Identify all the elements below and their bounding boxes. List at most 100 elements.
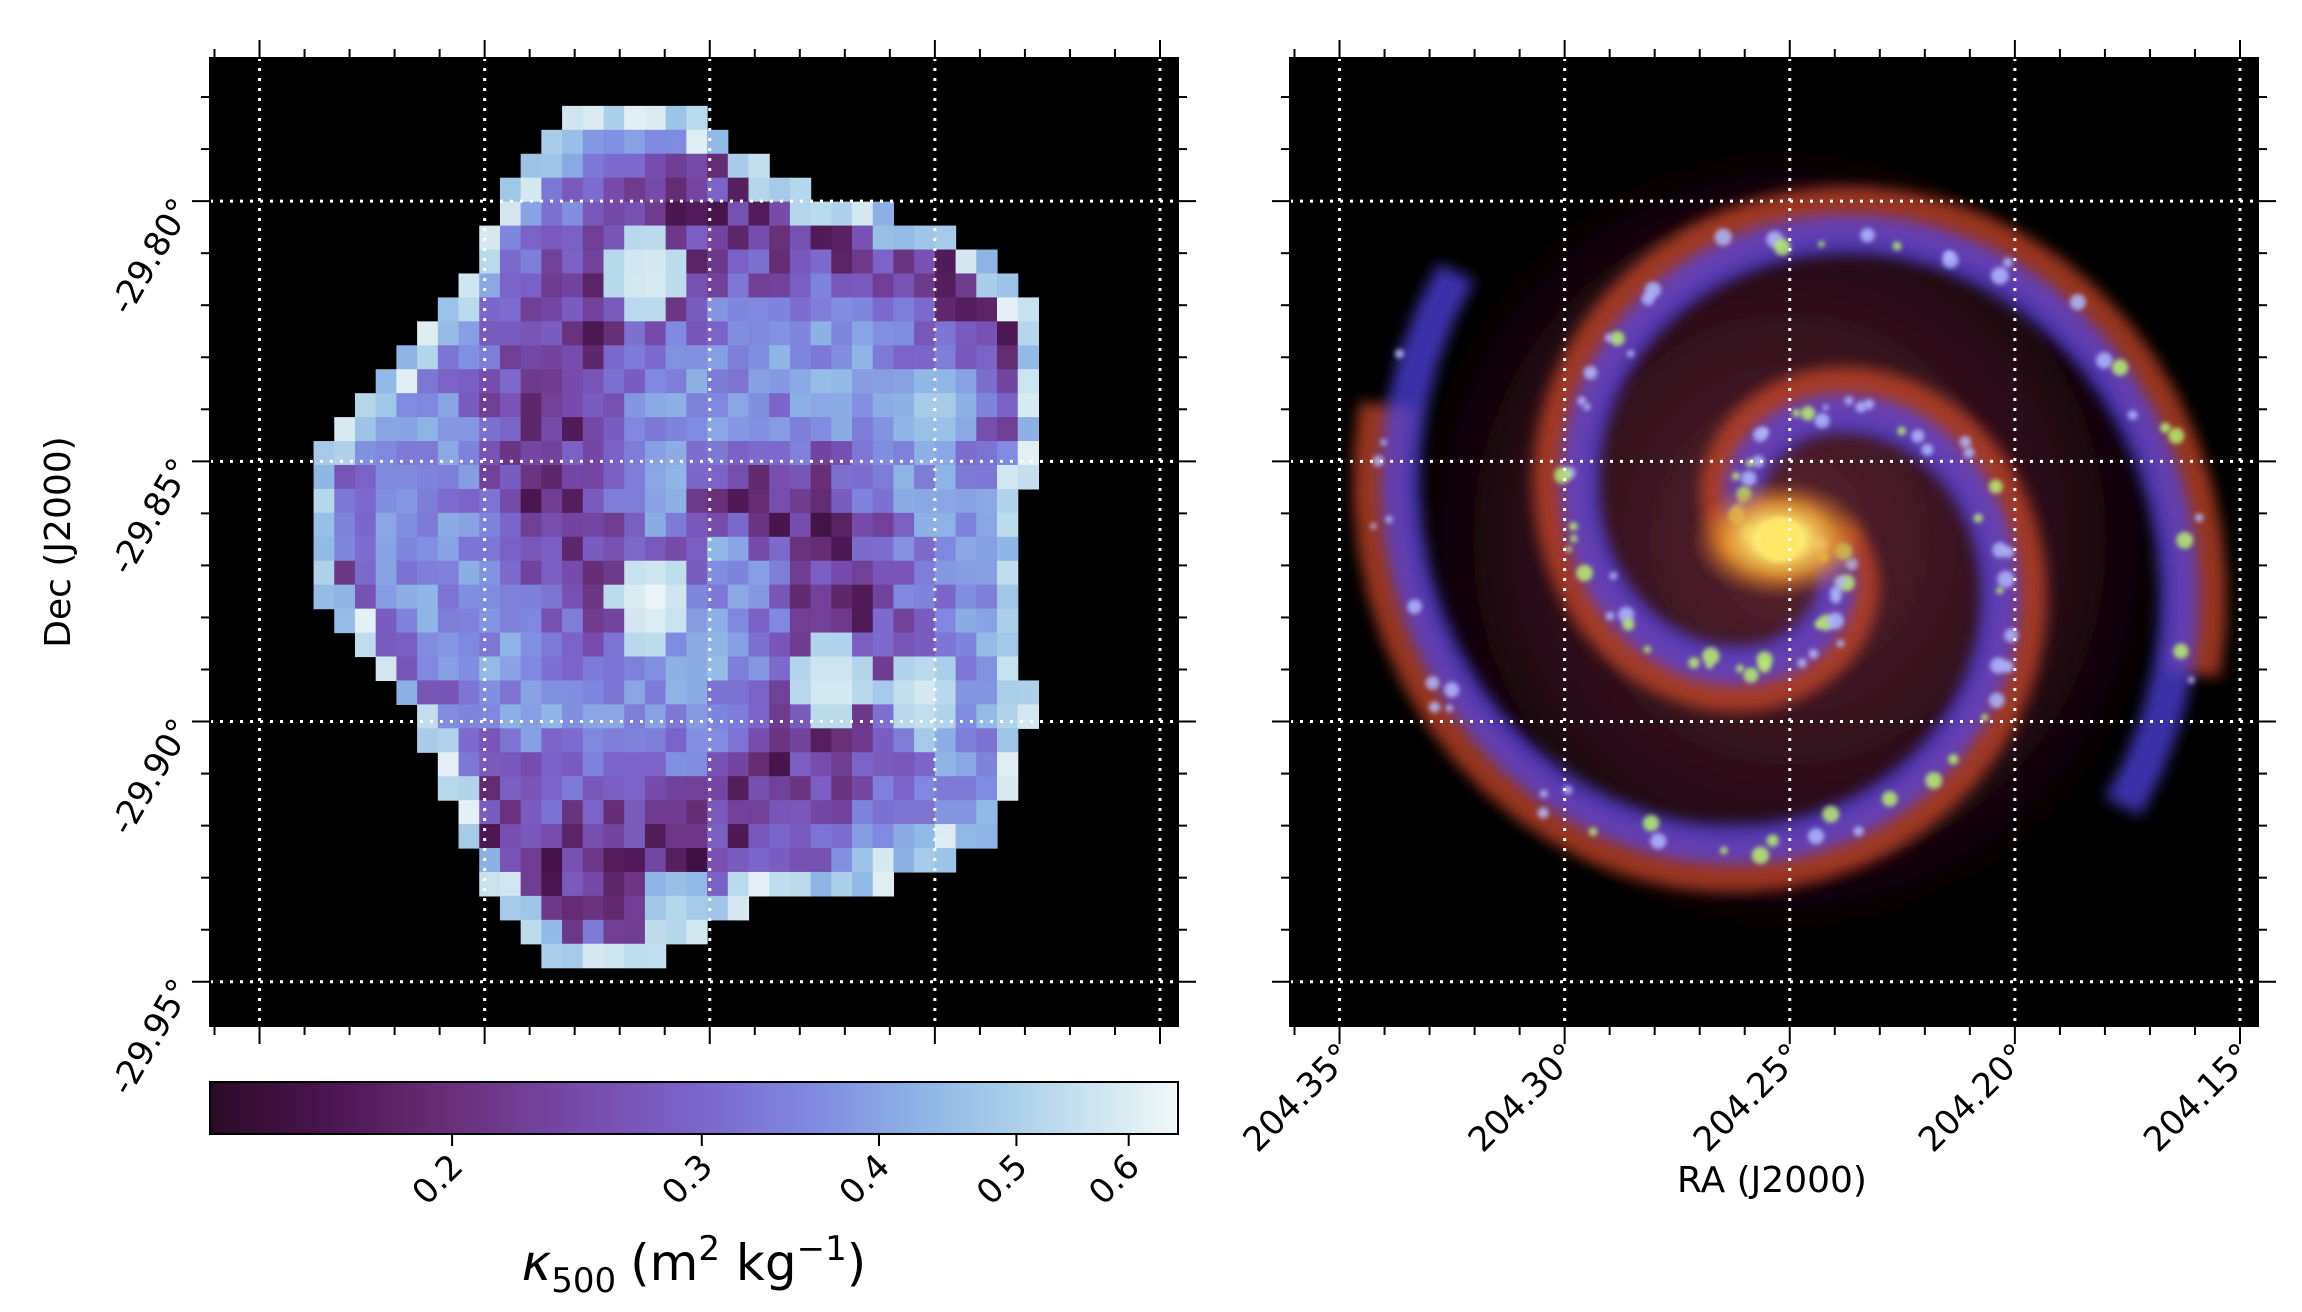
hii-region: [1988, 479, 2003, 494]
kappa-pixel: [520, 680, 542, 705]
kappa-pixel: [665, 488, 687, 514]
colorbar-tick-label: 0.5: [969, 1146, 1036, 1213]
kappa-pixel: [789, 632, 812, 658]
kappa-pixel: [541, 608, 563, 634]
kappa-pixel: [748, 512, 770, 538]
kappa-pixel: [437, 608, 460, 634]
kappa-pixel: [417, 704, 439, 729]
kappa-pixel: [624, 105, 646, 131]
kappa-pixel: [789, 417, 812, 442]
kappa-pixel: [686, 560, 708, 586]
kappa-pixel: [893, 848, 915, 873]
kappa-pixel: [603, 848, 625, 873]
kappa-pixel: [748, 848, 770, 873]
hii-region: [1818, 240, 1825, 248]
kappa-pixel: [334, 512, 356, 538]
colorbar-label-units2: kg: [720, 1234, 797, 1292]
kappa-pixel: [893, 536, 915, 562]
kappa-pixel: [1017, 417, 1040, 442]
kappa-pixel: [955, 680, 977, 705]
kappa-pixel: [665, 177, 687, 203]
kappa-pixel: [686, 752, 708, 777]
kappa-pixel: [872, 249, 895, 275]
kappa-pixel: [665, 129, 687, 155]
kappa-pixel: [541, 632, 563, 658]
kappa-pixel: [934, 848, 957, 873]
kappa-pixel: [997, 776, 1019, 801]
kappa-pixel: [789, 441, 812, 466]
kappa-pixel: [541, 871, 563, 897]
kappa-pixel: [479, 752, 501, 777]
kappa-pixel: [769, 871, 791, 897]
kappa-pixel: [934, 512, 957, 538]
kappa-pixel: [852, 704, 874, 729]
hii-region: [2187, 676, 2195, 684]
kappa-pixel: [417, 512, 439, 538]
kappa-pixel: [334, 536, 356, 562]
kappa-pixel: [810, 776, 832, 801]
kappa-pixel: [582, 728, 605, 753]
kappa-pixel: [458, 608, 480, 634]
kappa-pixel: [831, 273, 853, 298]
kappa-pixel: [417, 560, 439, 586]
kappa-pixel: [479, 536, 501, 562]
kappa-pixel: [831, 728, 853, 753]
kappa-pixel: [665, 824, 687, 849]
kappa-pixel: [562, 824, 584, 849]
hii-region: [1766, 834, 1779, 847]
hii-region: [1583, 365, 1598, 380]
dec-tick-label: -29.90°: [102, 712, 200, 842]
kappa-pixel: [603, 656, 625, 682]
kappa-pixel: [624, 608, 646, 634]
kappa-pixel: [686, 441, 708, 466]
kappa-pixel: [872, 752, 895, 777]
kappa-pixel: [914, 536, 936, 562]
kappa-pixel: [644, 249, 667, 275]
kappa-pixel: [789, 249, 812, 275]
kappa-pixel: [748, 704, 770, 729]
kappa-pixel: [541, 728, 563, 753]
kappa-pixel: [375, 560, 397, 586]
kappa-pixel: [707, 680, 729, 705]
kappa-pixel: [562, 129, 584, 155]
colorbar: 0.2 0.3 0.4 0.5 0.6 κ500 (m2 kg−1): [209, 1081, 1179, 1301]
kappa-pixel: [562, 345, 584, 370]
kappa-pixel: [748, 369, 770, 394]
kappa-pixel: [541, 776, 563, 801]
kappa-pixel: [810, 632, 832, 658]
kappa-pixel: [707, 824, 729, 849]
kappa-pixel: [727, 752, 750, 777]
kappa-pixel: [499, 608, 522, 634]
hii-region: [1588, 827, 1598, 836]
kappa-pixel: [976, 824, 998, 849]
kappa-pixel: [686, 417, 708, 442]
kappa-pixel: [769, 177, 791, 203]
kappa-pixel: [313, 584, 335, 610]
kappa-pixel: [458, 512, 480, 538]
kappa-pixel: [893, 560, 915, 586]
kappa-pixel: [934, 680, 957, 705]
kappa-pixel: [624, 919, 646, 945]
kappa-pixel: [334, 417, 356, 442]
kappa-pixel: [914, 800, 936, 825]
kappa-pixel: [665, 105, 687, 131]
kappa-pixel: [582, 919, 605, 945]
kappa-pixel: [707, 417, 729, 442]
kappa-pixel: [499, 680, 522, 705]
kappa-pixel: [872, 824, 895, 849]
hii-region: [1407, 599, 1422, 614]
kappa-pixel: [893, 728, 915, 753]
kappa-pixel: [976, 536, 998, 562]
hii-region: [1996, 586, 2004, 595]
kappa-pixel: [769, 369, 791, 394]
kappa-pixel: [665, 871, 687, 897]
kappa-pixel: [603, 560, 625, 586]
hii-region: [1844, 396, 1854, 405]
kappa-pixel: [520, 297, 542, 322]
kappa-pixel: [479, 632, 501, 658]
kappa-pixel: [624, 369, 646, 394]
colorbar-tick-label: 0.2: [405, 1146, 472, 1213]
kappa-pixel: [644, 895, 667, 921]
kappa-pixel: [893, 800, 915, 825]
kappa-pixel: [748, 752, 770, 777]
